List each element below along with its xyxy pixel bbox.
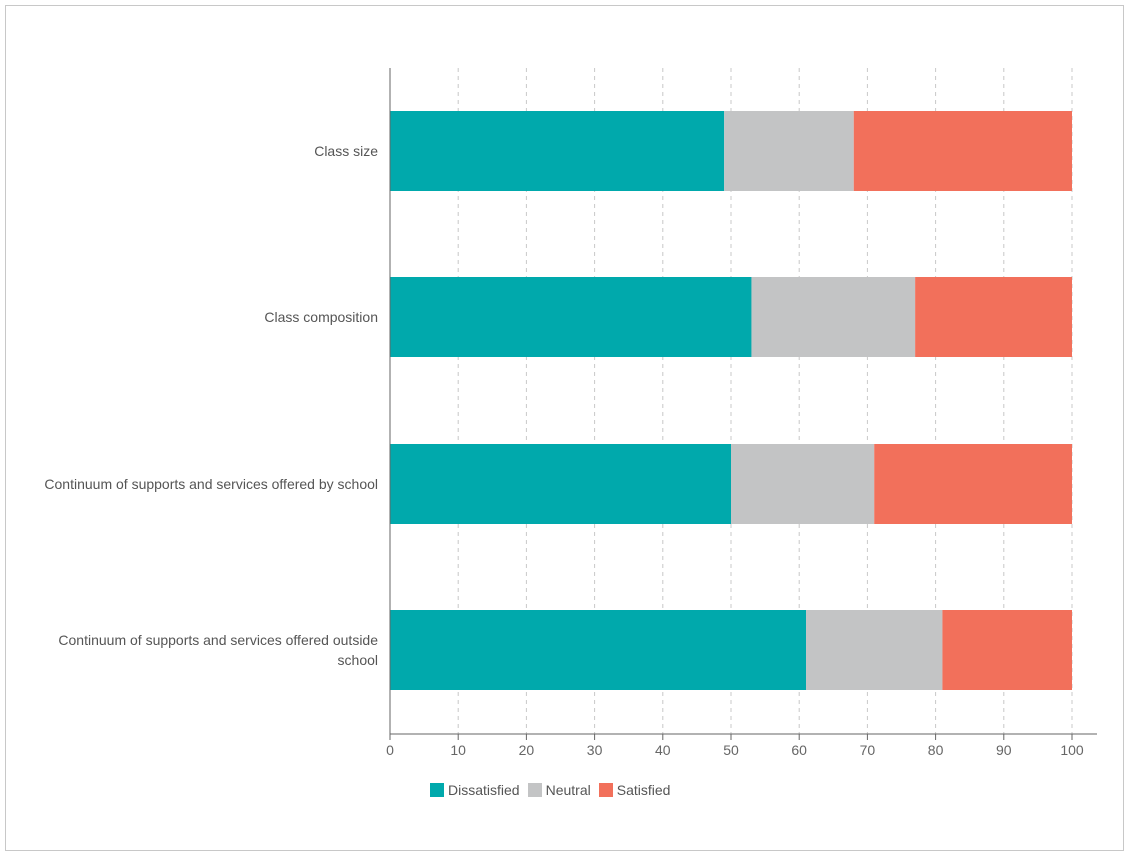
x-tick-label: 30 — [586, 742, 603, 758]
x-tick-label: 90 — [996, 742, 1012, 758]
bar-neutral-2 — [731, 444, 875, 524]
x-tick-label: 50 — [723, 742, 739, 758]
category-label: Continuum of supports and services offer… — [44, 476, 378, 492]
legend-item-satisfied: Satisfied — [598, 782, 671, 798]
bar-satisfied-0 — [853, 111, 1072, 191]
x-tick-label: 10 — [450, 742, 466, 758]
legend-item-neutral: Neutral — [527, 782, 591, 798]
x-tick-label: 80 — [927, 742, 944, 758]
bar-neutral-3 — [806, 610, 943, 690]
legend-swatch — [527, 783, 542, 797]
legend-label: Satisfied — [616, 782, 671, 798]
bar-satisfied-1 — [915, 277, 1072, 357]
x-tick-label: 70 — [859, 742, 876, 758]
x-tick-label: 100 — [1060, 742, 1084, 758]
category-label: Class composition — [264, 309, 378, 325]
bar-satisfied-3 — [942, 610, 1072, 690]
bar-neutral-0 — [724, 111, 854, 191]
legend-label: Dissatisfied — [448, 782, 520, 798]
x-tick-label: 60 — [791, 742, 807, 758]
x-tick-label: 20 — [518, 742, 535, 758]
bar-dissatisfied-0 — [390, 111, 725, 191]
x-tick-label: 40 — [655, 742, 671, 758]
legend-swatch — [430, 783, 444, 797]
bar-neutral-1 — [751, 277, 916, 357]
bar-dissatisfied-3 — [390, 610, 807, 690]
x-tick-label: 0 — [386, 742, 394, 758]
category-label: Class size — [314, 143, 378, 159]
legend-label: Neutral — [545, 782, 591, 798]
bar-dissatisfied-2 — [390, 444, 731, 524]
category-label: Continuum of supports and services offer… — [58, 632, 378, 668]
legend-item-dissatisfied: Dissatisfied — [430, 782, 520, 798]
legend: Dissatisfied Neutral Satisfied — [430, 782, 678, 798]
bar-satisfied-2 — [874, 444, 1072, 524]
legend-swatch — [598, 783, 613, 797]
bar-dissatisfied-1 — [390, 277, 752, 357]
